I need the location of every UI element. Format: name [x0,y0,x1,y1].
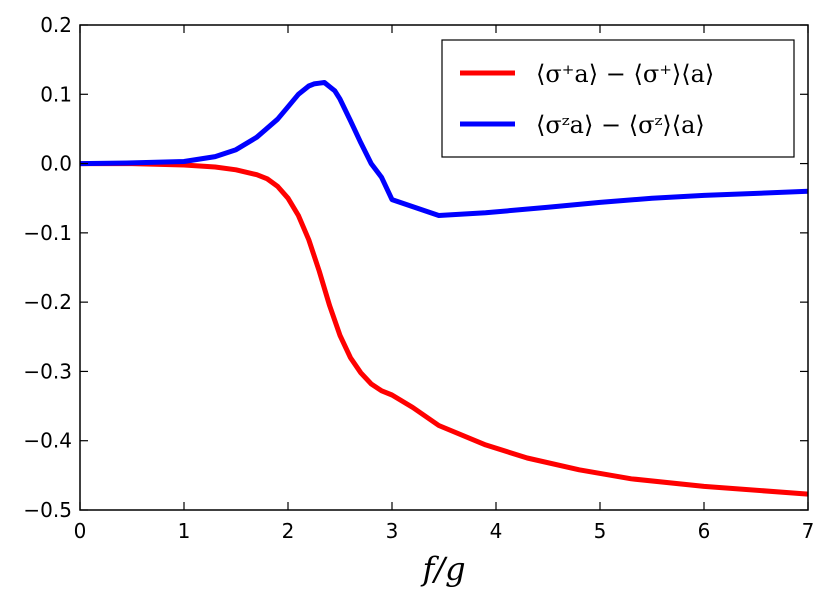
y-tick-label: −0.4 [23,429,72,453]
x-tick-label: 7 [802,519,815,543]
series-line-1 [79,80,809,218]
x-tick-label: 1 [178,519,191,543]
y-tick-label: −0.5 [23,498,72,522]
x-tick-label: 0 [74,519,87,543]
y-tick-label: −0.3 [23,359,72,383]
series-line-0 [80,161,809,497]
ticks-layer: 0 1 2 3 4 5 6 7 0.2 0.1 0.0 −0.1 −0.2 −0.3 −0.4 −0.5 [23,13,814,543]
y-tick-label: 0.0 [40,152,72,176]
y-tick-label: −0.1 [23,221,72,245]
legend-box [441,39,795,158]
legend-entry-sigma-plus: ⟨σ⁺a⟩ − ⟨σ⁺⟩⟨a⟩ [536,60,714,88]
series-layer [79,80,809,497]
x-axis-label: f/g [420,550,465,588]
x-tick-label: 6 [698,519,711,543]
x-tick-label: 2 [282,519,295,543]
y-tick-label: −0.2 [23,290,72,314]
y-tick-label: 0.2 [40,13,72,37]
x-tick-label: 3 [386,519,399,543]
x-tick-label: 5 [594,519,607,543]
legend: ⟨σ⁺a⟩ − ⟨σ⁺⟩⟨a⟩ ⟨σᶻa⟩ − ⟨σᶻ⟩⟨a⟩ [441,39,795,158]
x-tick-label: 4 [490,519,503,543]
y-tick-label: 0.1 [40,82,72,106]
legend-entry-sigma-z: ⟨σᶻa⟩ − ⟨σᶻ⟩⟨a⟩ [536,111,705,139]
plot-frame [79,24,809,511]
